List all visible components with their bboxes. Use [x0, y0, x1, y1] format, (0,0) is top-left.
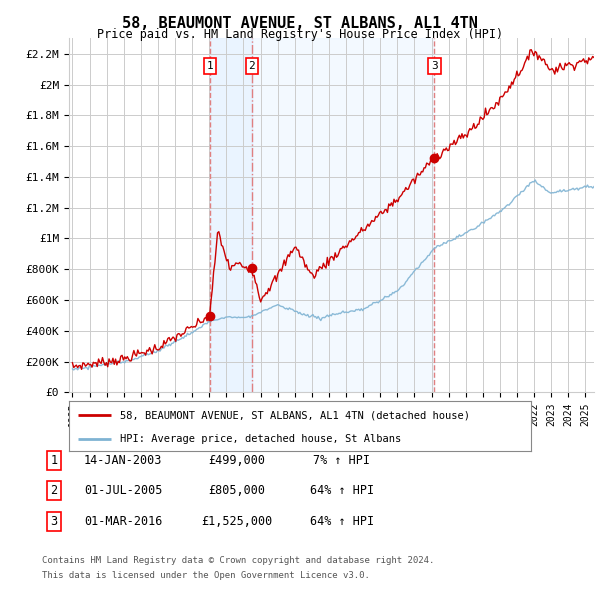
- Text: 2: 2: [50, 484, 58, 497]
- Text: 64% ↑ HPI: 64% ↑ HPI: [310, 515, 374, 528]
- Text: £805,000: £805,000: [209, 484, 265, 497]
- Text: 2: 2: [248, 61, 256, 71]
- Text: 3: 3: [50, 515, 58, 528]
- Text: 01-MAR-2016: 01-MAR-2016: [84, 515, 162, 528]
- Text: Price paid vs. HM Land Registry's House Price Index (HPI): Price paid vs. HM Land Registry's House …: [97, 28, 503, 41]
- Text: 64% ↑ HPI: 64% ↑ HPI: [310, 484, 374, 497]
- Bar: [252, 38, 434, 392]
- Text: 1: 1: [50, 454, 58, 467]
- Text: 58, BEAUMONT AVENUE, ST ALBANS, AL1 4TN (detached house): 58, BEAUMONT AVENUE, ST ALBANS, AL1 4TN …: [120, 410, 470, 420]
- Text: 3: 3: [431, 61, 438, 71]
- Bar: [210, 38, 252, 392]
- Text: HPI: Average price, detached house, St Albans: HPI: Average price, detached house, St A…: [120, 434, 401, 444]
- Text: 01-JUL-2005: 01-JUL-2005: [84, 484, 162, 497]
- Text: 7% ↑ HPI: 7% ↑ HPI: [313, 454, 370, 467]
- Text: £499,000: £499,000: [209, 454, 265, 467]
- Text: This data is licensed under the Open Government Licence v3.0.: This data is licensed under the Open Gov…: [42, 571, 370, 579]
- Text: 14-JAN-2003: 14-JAN-2003: [84, 454, 162, 467]
- Text: 1: 1: [206, 61, 213, 71]
- Text: 58, BEAUMONT AVENUE, ST ALBANS, AL1 4TN: 58, BEAUMONT AVENUE, ST ALBANS, AL1 4TN: [122, 16, 478, 31]
- Text: £1,525,000: £1,525,000: [202, 515, 272, 528]
- Text: Contains HM Land Registry data © Crown copyright and database right 2024.: Contains HM Land Registry data © Crown c…: [42, 556, 434, 565]
